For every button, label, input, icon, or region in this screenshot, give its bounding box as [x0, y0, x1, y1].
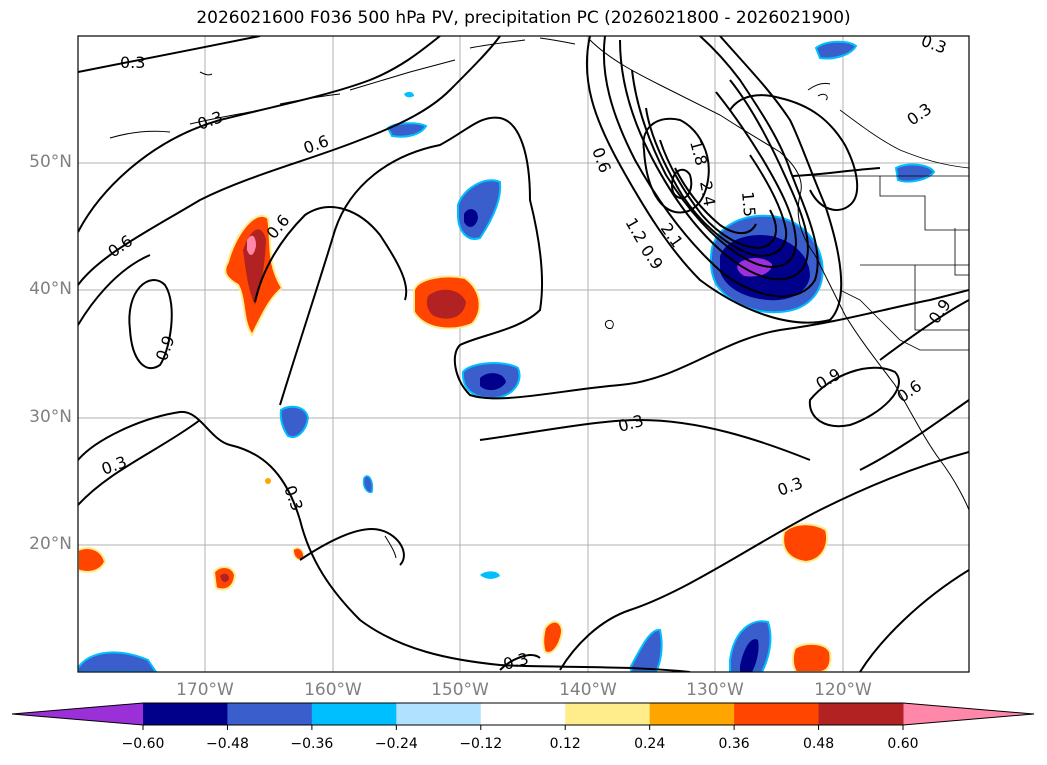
colorbar-tick-label: 0.12 — [549, 736, 581, 752]
contour-label: 0.6 — [301, 131, 331, 158]
colorbar-segment — [480, 703, 566, 725]
contour-label: 0.3 — [775, 473, 805, 500]
contour-label: 0.3 — [501, 649, 531, 674]
lat-label-40n: 40°N — [29, 279, 72, 299]
contour-label: 0.9 — [637, 241, 667, 273]
contour-label: 0.3 — [99, 452, 129, 479]
colorbar-segment — [227, 703, 313, 725]
precip-blob-178w-bottom — [78, 651, 158, 672]
map-frame — [77, 35, 970, 673]
precip-blob-143w — [542, 620, 564, 654]
precip-blob-158w — [362, 475, 374, 494]
contour-label: 2.1 — [657, 219, 687, 251]
coastlines — [109, 37, 969, 559]
lat-label-50n: 50°N — [29, 152, 72, 172]
contour-label: 0.9 — [813, 364, 845, 393]
colorbar-segment — [311, 703, 397, 725]
colorbar-tick-label: −0.48 — [205, 736, 249, 752]
precip-blob-115w — [894, 163, 936, 183]
colorbar-tick-label: 0.24 — [634, 736, 666, 752]
colorbar-segment — [565, 703, 651, 725]
precip-blob-121w — [791, 642, 832, 672]
colorbar-tick-label: −0.12 — [459, 736, 503, 752]
contour-label: 0.3 — [616, 411, 646, 436]
lon-label-150w: 150°W — [431, 680, 489, 700]
colorbar-tick-label: 0.36 — [718, 736, 750, 752]
lat-label-30n: 30°N — [29, 407, 72, 427]
map-title: 2026021600 F036 500 hPa PV, precipitatio… — [196, 8, 851, 28]
lon-label-120w: 120°W — [814, 680, 872, 700]
colorbar-segment — [649, 703, 735, 725]
pv-contours — [78, 36, 969, 672]
contour-label: 1.5 — [738, 191, 759, 218]
contour-label: 0.3 — [903, 99, 935, 129]
precip-blob-122w — [782, 523, 828, 564]
colorbar-segment — [818, 703, 904, 725]
colorbar-segment — [143, 703, 228, 725]
precip-blob-150w-top — [457, 179, 502, 240]
precip-blob-138w-bottom — [628, 628, 663, 672]
precip-positive-areas — [78, 214, 832, 672]
contour-label: 0.3 — [280, 483, 307, 513]
contour-label: 2.4 — [696, 179, 719, 207]
colorbar-tick-label: 0.60 — [887, 736, 919, 752]
state-borders — [812, 109, 969, 351]
contour-label: 0.3 — [919, 31, 949, 58]
colorbar — [11, 702, 1035, 730]
contour-label: 0.9 — [152, 333, 179, 363]
precip-blob-171w — [279, 405, 310, 438]
precip-blob-177w — [78, 547, 107, 573]
precip-negative-areas — [78, 40, 936, 672]
colorbar-segment — [734, 703, 820, 725]
lon-label-130w: 130°W — [686, 680, 744, 700]
lon-label-170w: 170°W — [176, 680, 234, 700]
colorbar-segment — [396, 703, 482, 725]
lon-label-140w: 140°W — [559, 680, 617, 700]
contour-label: 0.3 — [120, 53, 145, 72]
colorbar-tick-label: 0.48 — [802, 736, 835, 752]
contour-label: 0.3 — [195, 107, 225, 134]
colorbar-tick-label: −0.36 — [290, 736, 334, 752]
colorbar-tick-label: −0.24 — [374, 736, 418, 752]
contour-label: 1.2 — [622, 215, 651, 247]
colorbar-tick-label: −0.60 — [121, 736, 165, 752]
lat-label-20n: 20°N — [29, 534, 72, 554]
colorbar-extend-high — [903, 703, 1034, 725]
precip-blob-135w-top — [814, 40, 858, 60]
colorbar-extend-low — [12, 703, 143, 725]
lon-label-160w: 160°W — [304, 680, 362, 700]
